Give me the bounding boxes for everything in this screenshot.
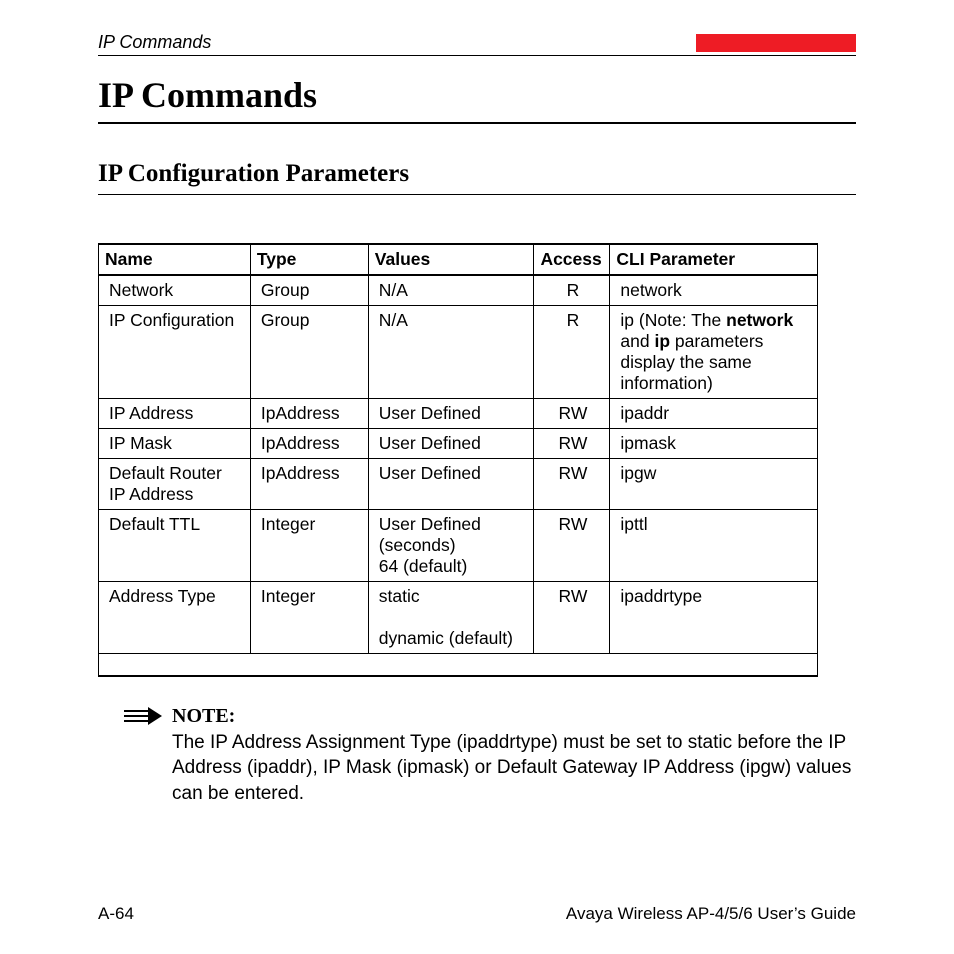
table-row: Default Router IP AddressIpAddressUser D… bbox=[99, 459, 818, 510]
table-cell: network bbox=[610, 275, 818, 306]
note-block: NOTE: The IP Address Assignment Type (ip… bbox=[98, 705, 856, 807]
table-cell: User Defined bbox=[368, 399, 534, 429]
table-cell: RW bbox=[534, 399, 610, 429]
col-header-type: Type bbox=[250, 244, 368, 275]
footer-page-number: A-64 bbox=[98, 904, 134, 924]
table-cell: RW bbox=[534, 429, 610, 459]
table-cell: ipttl bbox=[610, 510, 818, 582]
col-header-cli: CLI Parameter bbox=[610, 244, 818, 275]
table-footer-row bbox=[99, 654, 818, 676]
table-cell: static dynamic (default) bbox=[368, 582, 534, 654]
table-cell: IP Configuration bbox=[99, 306, 251, 399]
header-bar: IP Commands bbox=[98, 32, 856, 56]
table-row: IP ConfigurationGroupN/ARip (Note: The n… bbox=[99, 306, 818, 399]
table-cell: Default TTL bbox=[99, 510, 251, 582]
table-cell: Address Type bbox=[99, 582, 251, 654]
table-cell: R bbox=[534, 306, 610, 399]
table-cell: IpAddress bbox=[250, 459, 368, 510]
table-cell: ip (Note: The network and ip parameters … bbox=[610, 306, 818, 399]
col-header-values: Values bbox=[368, 244, 534, 275]
table-cell: Group bbox=[250, 306, 368, 399]
table-row: IP MaskIpAddressUser DefinedRWipmask bbox=[99, 429, 818, 459]
table-cell: ipaddrtype bbox=[610, 582, 818, 654]
running-title: IP Commands bbox=[98, 32, 696, 53]
section-title: IP Configuration Parameters bbox=[98, 160, 856, 195]
table-row: NetworkGroupN/ARnetwork bbox=[99, 275, 818, 306]
table-cell: ipaddr bbox=[610, 399, 818, 429]
table-header-row: Name Type Values Access CLI Parameter bbox=[99, 244, 818, 275]
table-cell: RW bbox=[534, 459, 610, 510]
table-cell: IP Address bbox=[99, 399, 251, 429]
table-cell: N/A bbox=[368, 306, 534, 399]
table-cell: IpAddress bbox=[250, 399, 368, 429]
table-cell: RW bbox=[534, 510, 610, 582]
table-cell: User Defined bbox=[368, 459, 534, 510]
note-label: NOTE: bbox=[172, 705, 235, 727]
table-row: Default TTLIntegerUser Defined (seconds)… bbox=[99, 510, 818, 582]
table-cell: User Defined (seconds) 64 (default) bbox=[368, 510, 534, 582]
table-cell: ipgw bbox=[610, 459, 818, 510]
table-cell: Integer bbox=[250, 510, 368, 582]
table-cell: Group bbox=[250, 275, 368, 306]
table-footer-cell bbox=[99, 654, 818, 676]
col-header-name: Name bbox=[99, 244, 251, 275]
table-cell: IP Mask bbox=[99, 429, 251, 459]
footer-doc-title: Avaya Wireless AP-4/5/6 User’s Guide bbox=[566, 904, 856, 924]
table-cell: User Defined bbox=[368, 429, 534, 459]
table-cell: Default Router IP Address bbox=[99, 459, 251, 510]
note-arrow-icon bbox=[124, 707, 162, 807]
table-cell: Integer bbox=[250, 582, 368, 654]
table-row: IP AddressIpAddressUser DefinedRWipaddr bbox=[99, 399, 818, 429]
parameters-table: Name Type Values Access CLI Parameter Ne… bbox=[98, 243, 818, 677]
page-title: IP Commands bbox=[98, 74, 856, 124]
table-cell: ipmask bbox=[610, 429, 818, 459]
header-accent-block bbox=[696, 34, 856, 52]
table-row: Address TypeIntegerstatic dynamic (defau… bbox=[99, 582, 818, 654]
table-cell: IpAddress bbox=[250, 429, 368, 459]
page-footer: A-64 Avaya Wireless AP-4/5/6 User’s Guid… bbox=[98, 904, 856, 924]
table-cell: Network bbox=[99, 275, 251, 306]
col-header-access: Access bbox=[534, 244, 610, 275]
table-cell: R bbox=[534, 275, 610, 306]
table-cell: RW bbox=[534, 582, 610, 654]
note-text: The IP Address Assignment Type (ipaddrty… bbox=[172, 730, 856, 807]
table-cell: N/A bbox=[368, 275, 534, 306]
